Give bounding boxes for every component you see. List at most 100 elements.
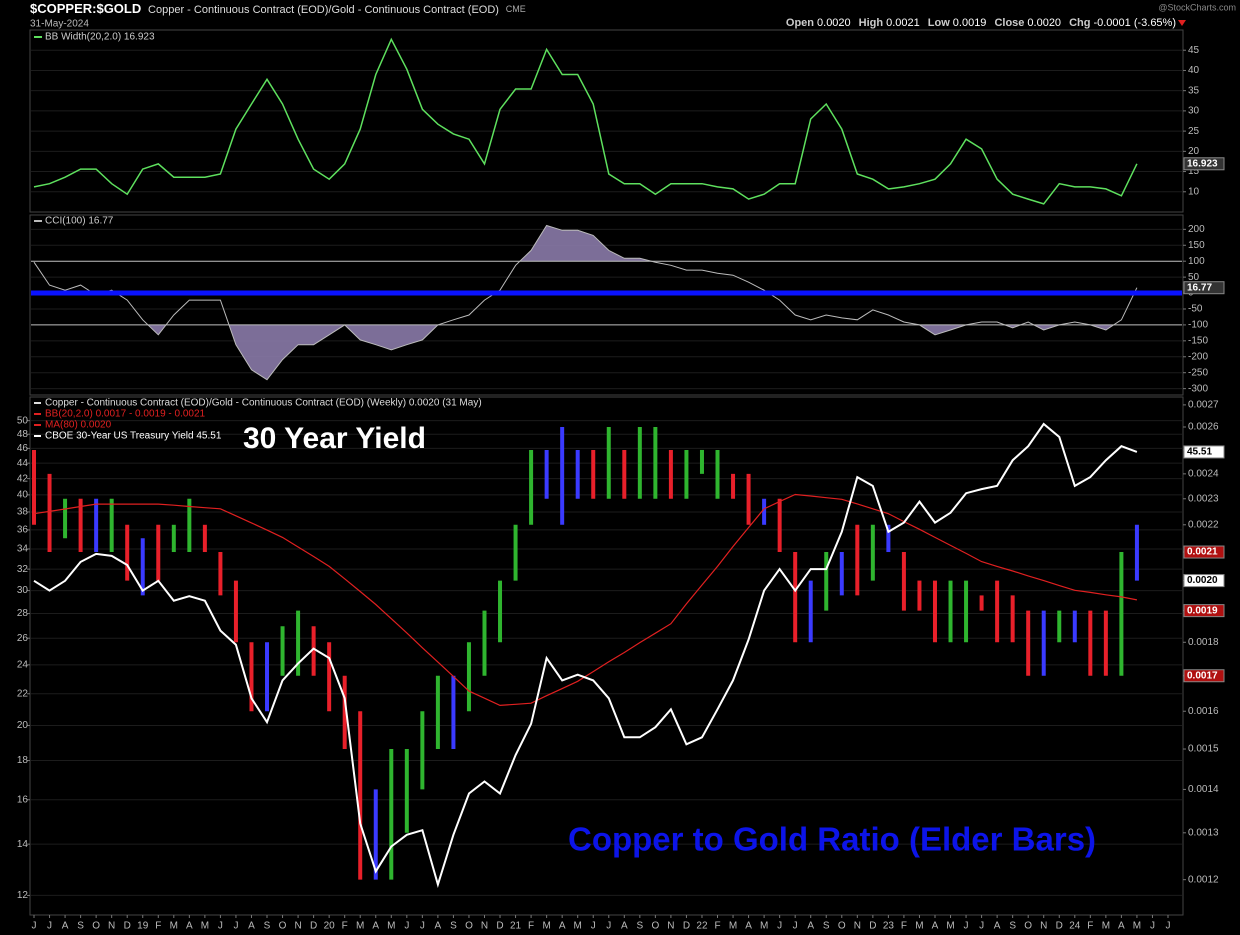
- x-tick-label: M: [387, 921, 395, 932]
- x-tick-label: 22: [696, 921, 708, 932]
- value-tag: [1183, 281, 1225, 295]
- tick-label: 50: [1188, 272, 1200, 283]
- tick-label: 50: [17, 415, 29, 426]
- x-tick-label: M: [201, 921, 209, 932]
- quote-value: -0.0001 (-3.65%): [1093, 17, 1176, 29]
- x-tick-label: F: [342, 921, 348, 932]
- tick-label: 30: [1188, 106, 1200, 117]
- x-tick-label: D: [683, 921, 690, 932]
- header-line: $COPPER:$GOLD Copper - Continuous Contra…: [30, 1, 526, 16]
- value-tag-label: 16.923: [1187, 158, 1218, 169]
- x-tick-label: A: [994, 921, 1001, 932]
- tick-label: 0.0012: [1188, 874, 1219, 885]
- x-tick-label: O: [279, 921, 287, 932]
- x-tick-label: A: [435, 921, 442, 932]
- tick-label: 10: [1188, 186, 1200, 197]
- tick-label: 0.0024: [1188, 468, 1219, 479]
- value-tag-label: 0.0020: [1187, 575, 1218, 586]
- tick-label: -100: [1188, 320, 1208, 331]
- quote-value: 0.0020: [1027, 17, 1061, 29]
- tick-label: -200: [1188, 351, 1208, 362]
- copyright: @StockCharts.com: [1158, 2, 1236, 12]
- value-tag-label: 45.51: [1187, 447, 1212, 458]
- x-tick-label: A: [621, 921, 628, 932]
- legend-label: MA(80) 0.0020: [45, 420, 112, 431]
- tick-label: 0.0022: [1188, 519, 1219, 530]
- value-tag: [1183, 669, 1225, 683]
- tick-label: 100: [1188, 256, 1205, 267]
- description: Copper - Continuous Contract (EOD)/Gold …: [148, 4, 499, 16]
- value-tag-label: 0.0021: [1187, 547, 1218, 558]
- x-tick-label: F: [528, 921, 534, 932]
- quote-value: 0.0020: [817, 17, 851, 29]
- x-tick-label: J: [979, 921, 984, 932]
- x-tick-label: N: [294, 921, 301, 932]
- x-tick-label: F: [714, 921, 720, 932]
- x-tick-label: N: [667, 921, 674, 932]
- tick-label: 40: [1188, 65, 1200, 76]
- x-tick-label: D: [1056, 921, 1063, 932]
- x-tick-label: A: [372, 921, 379, 932]
- tick-label: 0.0023: [1188, 493, 1219, 504]
- tick-label: 35: [1188, 85, 1200, 96]
- x-tick-label: N: [108, 921, 115, 932]
- x-tick-label: J: [777, 921, 782, 932]
- tick-label: 18: [17, 755, 29, 766]
- line-series: [33, 37, 1138, 205]
- x-tick-label: F: [1087, 921, 1093, 932]
- value-tag: [1183, 545, 1225, 559]
- x-tick-label: O: [465, 921, 473, 932]
- date: 31-May-2024: [30, 19, 89, 30]
- value-tag: [1183, 157, 1225, 171]
- panel-title: CCI(100) 16.77: [45, 216, 114, 227]
- tick-label: 28: [17, 608, 29, 619]
- panel-frame: [29, 29, 1184, 213]
- tick-label: 20: [1188, 146, 1200, 157]
- quote-label: Close: [994, 17, 1024, 29]
- tick-label: 0.0018: [1188, 637, 1219, 648]
- x-tick-label: N: [854, 921, 861, 932]
- tick-label: 44: [17, 458, 29, 469]
- exchange: CME: [506, 4, 526, 14]
- cci-fill: [148, 324, 1114, 380]
- quote-label: Open: [786, 17, 814, 29]
- annotation: Copper to Gold Ratio (Elder Bars): [568, 821, 1096, 858]
- x-tick-label: J: [793, 921, 798, 932]
- tick-label: 0.0026: [1188, 422, 1219, 433]
- value-tag: [1183, 574, 1225, 588]
- tick-label: 40: [17, 490, 29, 501]
- x-tick-label: S: [823, 921, 830, 932]
- x-tick-label: J: [233, 921, 238, 932]
- down-arrow: [1178, 20, 1186, 26]
- x-tick-label: A: [248, 921, 255, 932]
- tick-label: 0.0014: [1188, 784, 1219, 795]
- panel-frame: [29, 214, 1184, 396]
- x-tick-label: F: [155, 921, 161, 932]
- x-tick-label: N: [1040, 921, 1047, 932]
- legend-label: BB(20,2.0) 0.0017 - 0.0019 - 0.0021: [45, 409, 206, 420]
- panel-frame: [29, 396, 1184, 916]
- x-tick-label: M: [946, 921, 954, 932]
- x-tick-label: D: [310, 921, 317, 932]
- x-tick-label: M: [1102, 921, 1110, 932]
- x-tick-label: S: [77, 921, 84, 932]
- panel-title: BB Width(20,2.0) 16.923: [45, 32, 155, 43]
- tick-label: 46: [17, 443, 29, 454]
- x-tick-label: O: [651, 921, 659, 932]
- legend-label: CBOE 30-Year US Treasury Yield 45.51: [45, 431, 222, 442]
- tick-label: 34: [17, 544, 29, 555]
- x-tick-label: S: [1009, 921, 1016, 932]
- quote-line: Open 0.0020 High 0.0021 Low 0.0019 Close 0.0020…: [786, 17, 1176, 29]
- x-tick-label: J: [1150, 921, 1155, 932]
- tick-label: -250: [1188, 367, 1208, 378]
- quote-label: Chg: [1069, 17, 1090, 29]
- x-tick-label: A: [62, 921, 69, 932]
- x-tick-label: J: [47, 921, 52, 932]
- x-tick-label: M: [915, 921, 923, 932]
- x-tick-label: M: [170, 921, 178, 932]
- tick-label: 0.0015: [1188, 744, 1219, 755]
- tick-label: 12: [17, 890, 29, 901]
- value-tag: [1183, 445, 1225, 459]
- x-tick-label: M: [356, 921, 364, 932]
